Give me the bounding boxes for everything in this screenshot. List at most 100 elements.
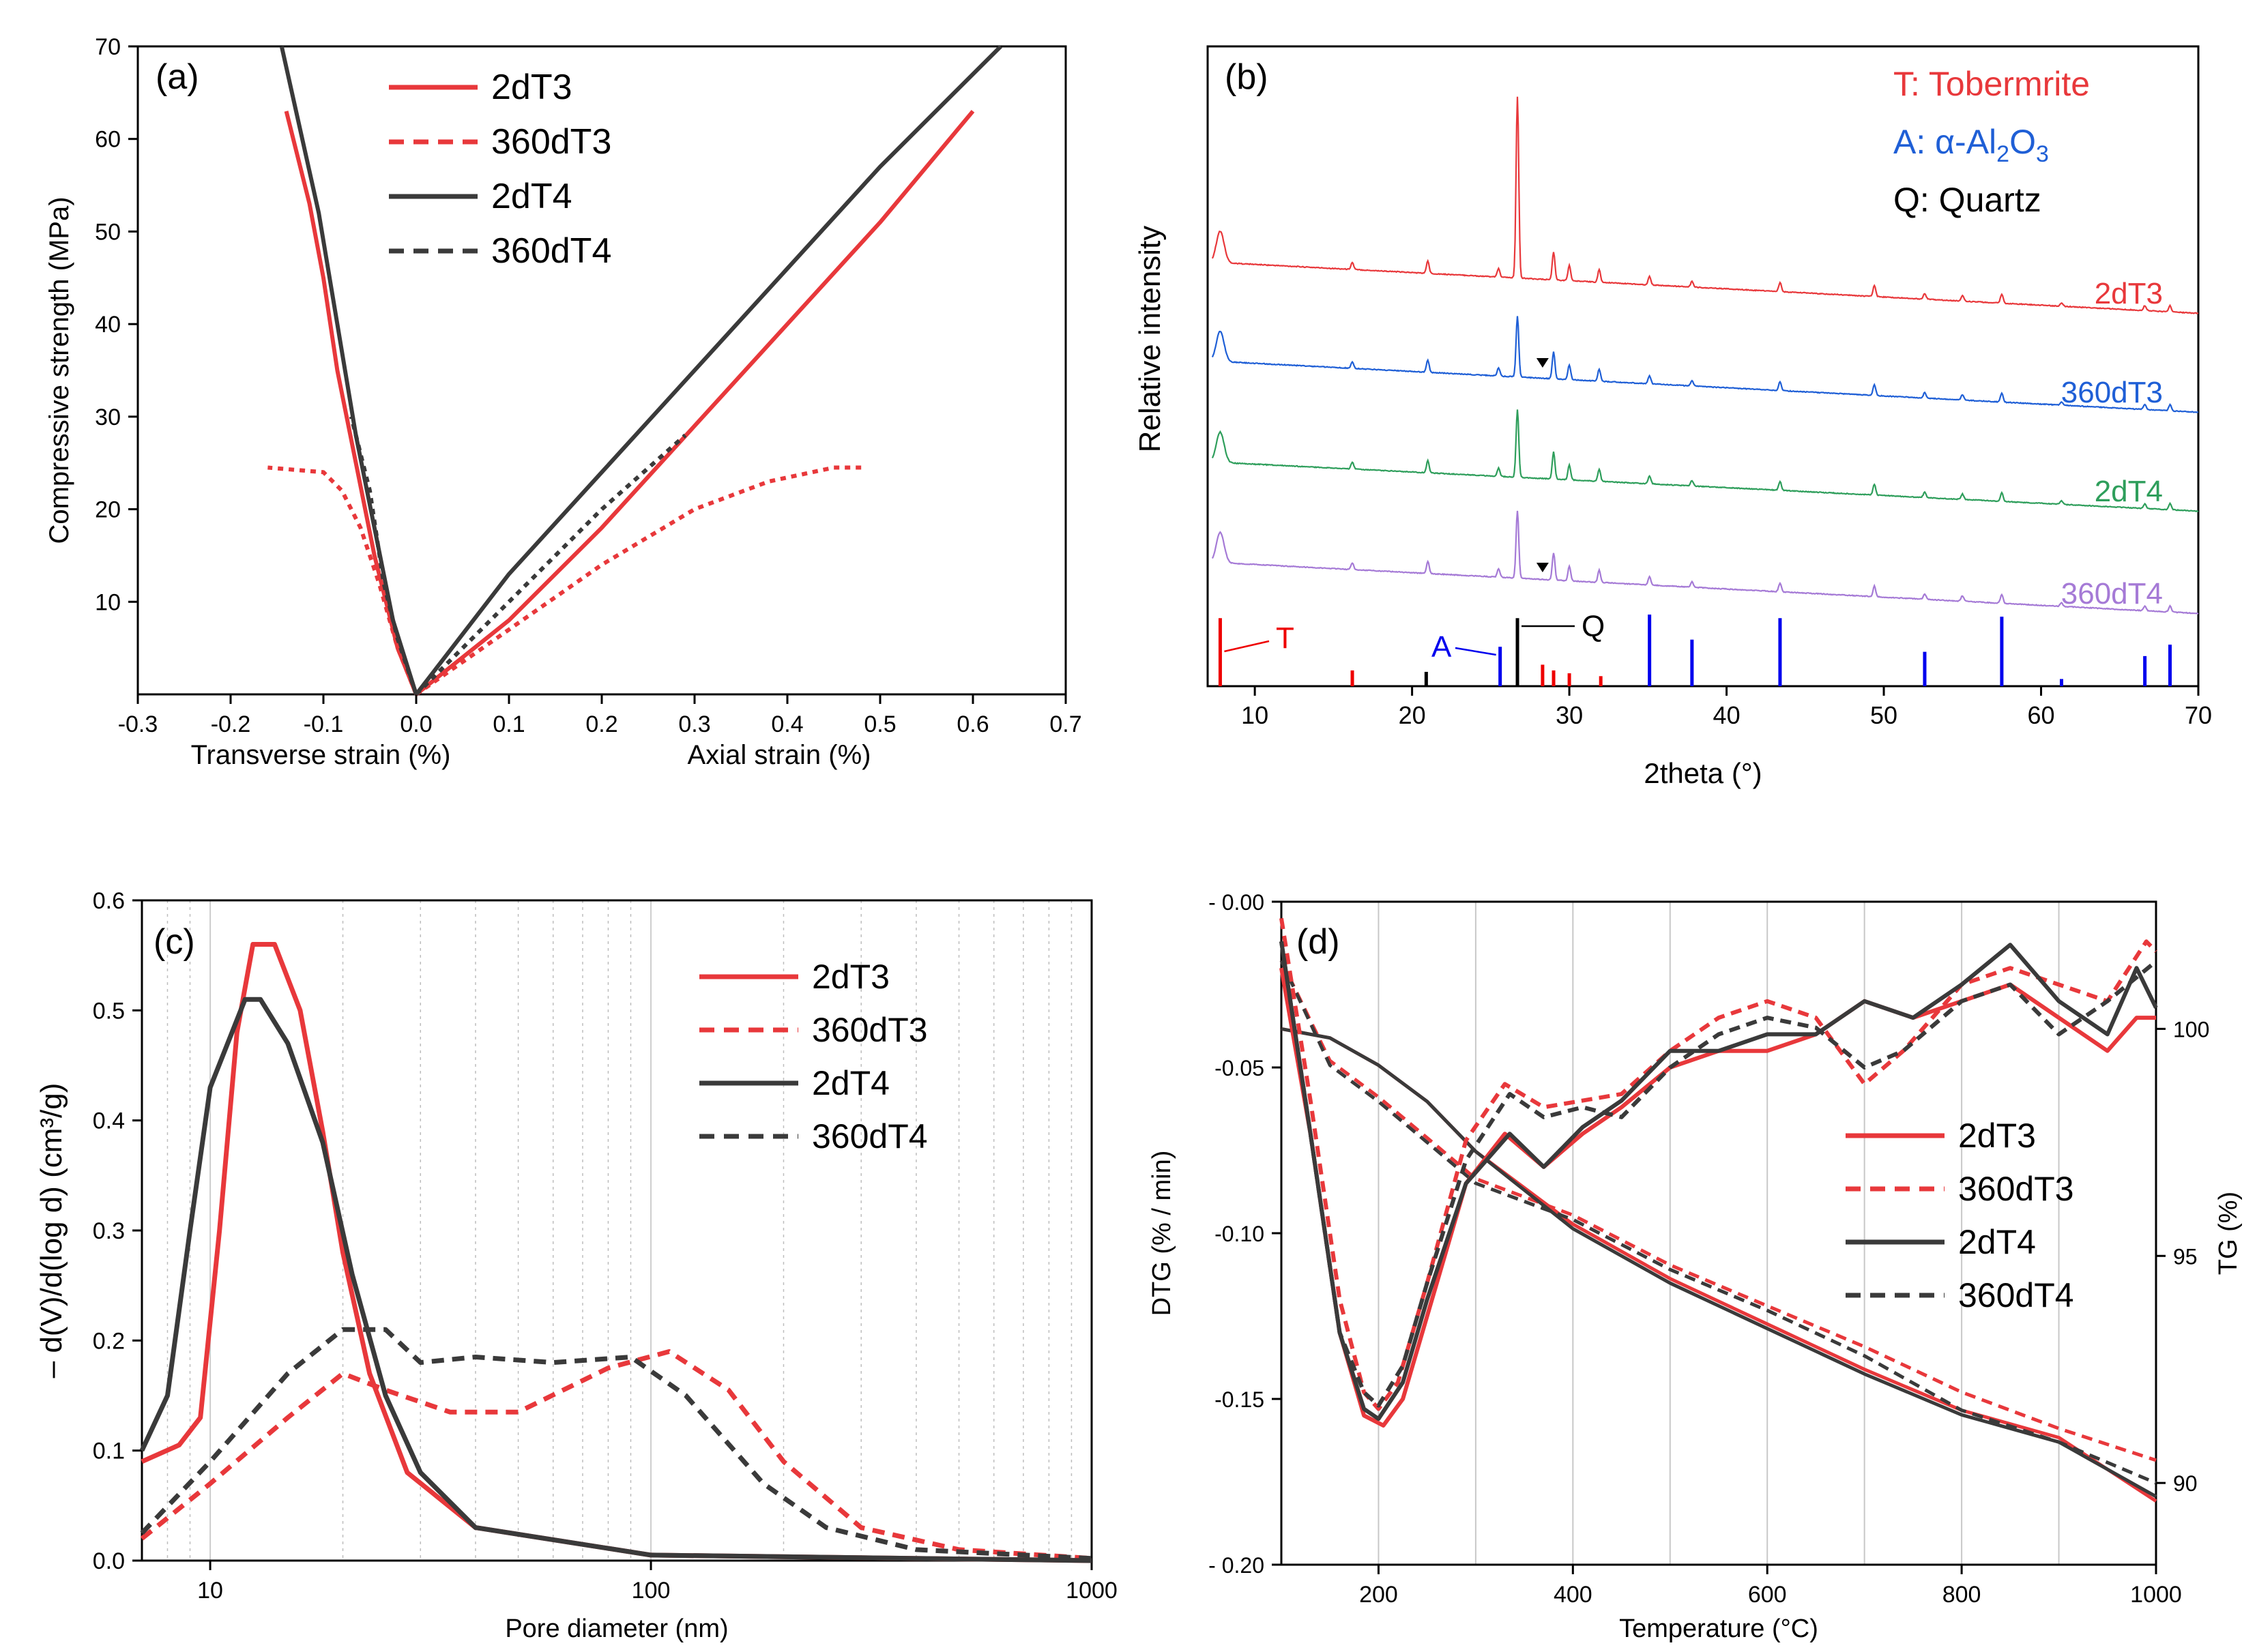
panel-c-legend-label-360dT4: 360dT4 [812,1117,928,1155]
panel-c-series-360dT4 [140,1327,1092,1561]
panel-a-xtick-label: -0.1 [304,711,344,737]
panel-a-xlabel-axial: Axial strain (%) [688,740,871,770]
panel-a-ytick-label: 40 [95,312,121,338]
panel-b-xtick-label: 50 [1870,701,1897,729]
panel-b-legend-A-part: 3 [2036,141,2049,167]
panel-b-legend-T: T: Tobermrite [1893,65,2090,103]
panel-d-ytick-right-label: 95 [2173,1244,2198,1269]
panel-b-marker-triangle [1536,358,1549,368]
panel-c-ytick-label: 0.1 [93,1439,125,1464]
panel-a-xtick-label: 0.0 [400,711,432,737]
panel-b-annotation-arrow [1224,640,1270,653]
panel-c-xtick-label: 100 [632,1578,671,1604]
panel-d-dtg-360dT4 [1279,941,2157,1408]
panel-a-ytick-label: 50 [95,219,121,245]
panel-a-series-360dT4-axial [414,433,687,696]
panel-b-trace-label-360dT3: 360dT3 [2061,376,2163,409]
panel-a-legend-label-360dT3: 360dT3 [491,122,611,162]
panel-c-ytick-label: 0.4 [93,1108,125,1134]
panel-a-series-360dT3-transverse [267,465,418,696]
panel-b-trace-label-2dT4: 2dT4 [2095,475,2163,508]
panel-a-ytick-label: 30 [95,404,121,430]
panel-a-legend-label-2dT3: 2dT3 [491,68,572,107]
panel-c-xtick-label: 10 [197,1578,223,1604]
panel-a-ytick-label: 60 [95,127,121,153]
panel-b-xtick-label: 20 [1399,701,1426,729]
panel-c-legend-label-360dT3: 360dT3 [812,1011,928,1049]
panel-c-ytick-label: 0.5 [93,998,125,1024]
panel-d-legend-label-2dT3: 2dT3 [1958,1117,2036,1155]
panel-d-ytick-left-label: -0.10 [1214,1222,1264,1246]
panel-a-xtick-label: -0.3 [118,711,158,737]
panel-c-legend-label-2dT4: 2dT4 [812,1064,890,1102]
panel-b-annotation-Q: Q [1582,610,1605,643]
panel-c-frame [141,899,1093,1562]
panel-b-annotation-A: A [1431,630,1452,664]
panel-b-xtick-label: 70 [2185,701,2212,729]
panel-a-xtick-label: 0.7 [1049,711,1081,737]
panel-d-xtick-label: 600 [1748,1582,1787,1608]
panel-a-xlabel-transverse: Transverse strain (%) [191,740,451,770]
panel-d-legend-label-360dT3: 360dT3 [1958,1170,2074,1208]
panel-a-legend-label-2dT4: 2dT4 [491,177,572,216]
panel-d-tg-360dT4 [1279,960,2157,1485]
panel-a-series-2dT4-axial [414,44,1002,696]
panel-d-xlabel: Temperature (°C) [1619,1614,1818,1643]
panel-b-frame [1206,45,2200,688]
panel-b-trace-label-360dT4: 360dT4 [2061,577,2163,610]
panel-b-annotation-T: T [1276,621,1294,655]
panel-d-ytick-right-label: 100 [2173,1017,2209,1042]
panel-c-ytick-label: 0.3 [93,1218,125,1244]
panel-d-ytick-left-label: -0.05 [1214,1056,1264,1080]
panel-d-xtick-label: 400 [1554,1582,1592,1608]
panel-d-ytick-left-label: -0.15 [1214,1387,1264,1412]
panel-d-tg-360dT3 [1279,960,2157,1462]
panel-d-dtg-360dT3 [1279,917,2158,1411]
panel-b-legend-A: A: α-Al2O3 [1893,123,2049,167]
panel-d-xtick-label: 800 [1942,1582,1981,1608]
panel-b-marker-triangle [1536,563,1549,572]
panel-b-legend-Q: Q: Quartz [1893,181,2041,219]
panel-b-legend-A-part: A: α-Al [1893,123,1996,161]
panel-d-ylabel-right: TG (%) [2214,1192,2243,1275]
panel-a-xtick-label: 0.3 [678,711,710,737]
panel-c-ytick-label: 0.2 [93,1328,125,1354]
panel-a-xtick-label: 0.6 [957,711,989,737]
panel-b-legend-A-part: 2 [1996,141,2009,167]
panel-d-ytick-left-label: - 0.00 [1208,890,1264,915]
panel-a-letter: (a) [156,57,199,97]
panel-c-letter: (c) [154,922,195,962]
panel-d-dtg-2dT3 [1279,967,2156,1428]
panel-a-ytick-label: 10 [95,589,121,615]
panel-b-xtick-label: 60 [2028,701,2055,729]
panel-b-trace-2dT3 [1211,96,2199,314]
panel-b-ylabel: Relative intensity [1133,226,1167,453]
panel-a-xtick-label: 0.4 [771,711,803,737]
panel-a-xtick-label: 0.5 [864,711,896,737]
panel-b-trace-2dT4 [1211,409,2199,513]
panel-d-tg-2dT4 [1281,1027,2157,1499]
panel-b-xtick-label: 30 [1556,701,1583,729]
panel-a-xtick-label: -0.2 [211,711,251,737]
panel-b-xtick-label: 10 [1241,701,1268,729]
panel-a-legend-label-360dT4: 360dT4 [491,231,611,271]
panel-c-xlabel: Pore diameter (nm) [505,1614,728,1643]
panel-d-dtg-2dT4 [1279,941,2158,1421]
panel-a-series-360dT4-transverse [349,416,418,695]
panel-a-xtick-label: 0.2 [585,711,617,737]
panel-d-ytick-right-label: 90 [2173,1471,2198,1496]
panel-b-xtick-label: 40 [1713,701,1741,729]
panel-a-series-2dT3-axial [415,110,975,696]
panel-b-trace-label-2dT3: 2dT3 [2095,277,2163,310]
panel-a-ytick-label: 20 [95,497,121,523]
panel-d-ylabel-left: DTG (% / min) [1148,1151,1176,1316]
panel-c-series-360dT3 [140,1349,1092,1561]
panel-a-series-360dT3-axial [415,465,862,696]
panel-c-series-2dT3 [141,942,1092,1563]
panel-d-legend-label-2dT4: 2dT4 [1958,1223,2036,1261]
panel-c-legend-label-2dT3: 2dT3 [812,958,890,996]
panel-a-ytick-label: 70 [95,34,121,60]
panel-c-series-2dT4 [139,997,1092,1563]
panel-b-letter: (b) [1225,57,1268,97]
